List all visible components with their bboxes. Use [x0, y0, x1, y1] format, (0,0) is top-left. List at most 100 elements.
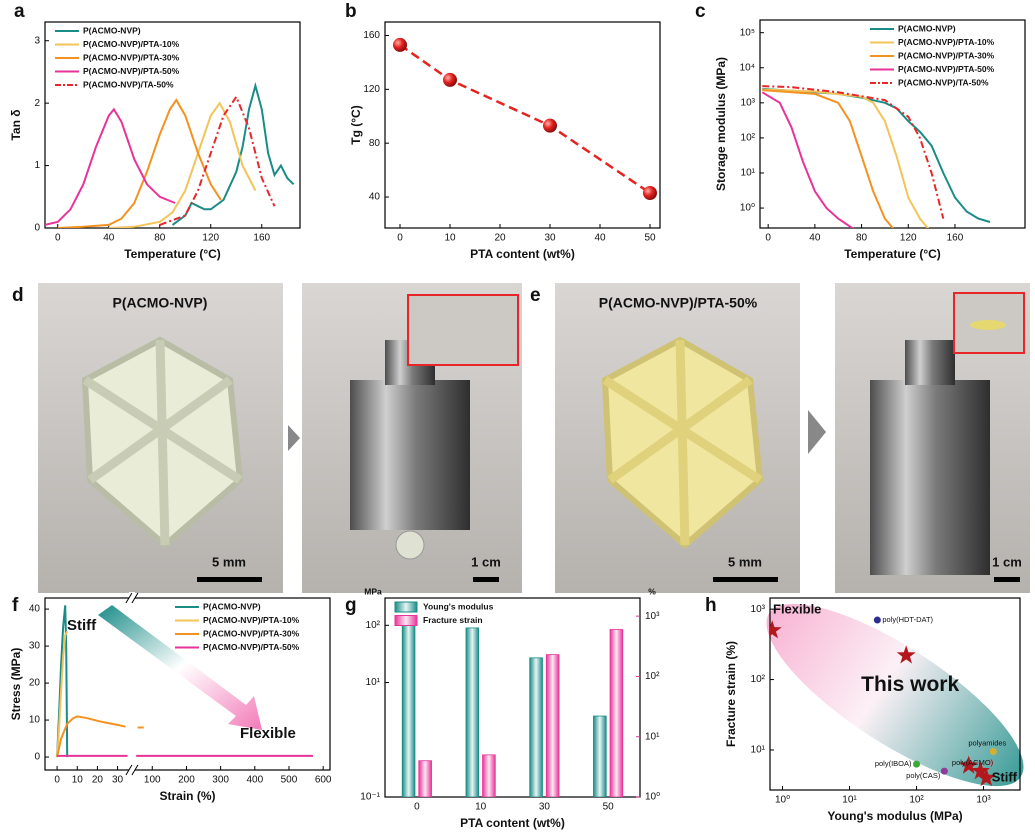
y-tick-label: 10: [29, 715, 41, 726]
legend-label: P(ACMO-NVP)/PTA-30%: [83, 52, 180, 62]
trend-line: [400, 45, 650, 193]
annotation: Stiff: [67, 617, 97, 634]
x-tick-label: 0: [54, 775, 60, 786]
y-tick-label: 10²: [751, 674, 766, 685]
legend-swatch: [395, 616, 417, 626]
y-tick-label: 10²: [741, 133, 756, 144]
x-axis-label: Temperature (°C): [844, 247, 941, 261]
bar: [546, 655, 559, 797]
x-tick-label: 10²: [909, 795, 924, 806]
series-line: [57, 716, 144, 757]
legend-label: P(ACMO-NVP)/PTA-50%: [203, 642, 300, 652]
bar: [593, 716, 606, 797]
x-tick-label: 0: [397, 233, 403, 244]
series-line: [173, 86, 294, 225]
y-tick-label: 160: [363, 30, 380, 41]
x-axis-label: Strain (%): [159, 789, 215, 803]
x-tick-label: 0: [765, 233, 771, 244]
plot-area: [393, 38, 657, 200]
scale-label: 1 cm: [471, 554, 501, 569]
series-line: [45, 109, 175, 224]
y-axis-label: Fracture strain (%): [724, 641, 738, 747]
x-axis-label: Young's modulus (MPa): [827, 809, 962, 823]
panel: a040801201600123Temperature (°C)Tan δP(A…: [9, 1, 300, 261]
series-line: [762, 90, 931, 233]
weight: [870, 380, 990, 575]
scale-bar: [197, 577, 262, 582]
y-axis-label: Tan δ: [9, 109, 23, 140]
y-tick-label: 20: [29, 678, 41, 689]
flattened-sample: [970, 320, 1006, 330]
x-tick-label: 80: [856, 233, 868, 244]
y2-tick-label: 10¹: [645, 731, 660, 742]
y-axis-label: Stress (MPa): [9, 648, 23, 721]
data-point: [990, 748, 997, 755]
x-tick-label: 20: [92, 775, 104, 786]
y-tick-label: 0: [34, 752, 40, 763]
bar: [466, 628, 479, 797]
x-tick-label: 160: [947, 233, 964, 244]
legend-label: P(ACMO-NVP)/PTA-10%: [898, 37, 995, 47]
scale-bar: [994, 577, 1020, 582]
x-tick-label: 160: [253, 233, 270, 244]
panel-letter: b: [345, 1, 357, 22]
y-tick-label: 40: [29, 604, 41, 615]
y-tick-label: 40: [369, 192, 381, 203]
y-tick-label: 120: [363, 84, 380, 95]
x-axis-label: PTA content (wt%): [470, 247, 575, 261]
y-tick-label: 1: [34, 160, 40, 171]
x-tick-label: 10⁰: [775, 795, 790, 806]
photo-panels: d e P(ACMO-NVP) P(ACMO-NVP)/PTA-50% 5 mm…: [12, 283, 1030, 593]
x-tick-label: 100: [144, 775, 161, 786]
data-point: [393, 38, 407, 52]
x-tick-label: 40: [594, 233, 606, 244]
data-point: [443, 73, 457, 87]
y-tick-label: 30: [29, 641, 41, 652]
point-label: polyamides: [968, 739, 1006, 748]
x-tick-label: 0: [414, 802, 420, 813]
panel-letter: a: [14, 1, 25, 22]
data-point: [941, 768, 948, 775]
legend-label: P(ACMO-NVP)/PTA-30%: [898, 50, 995, 60]
x-tick-label: 10: [72, 775, 84, 786]
scale-label: 1 cm: [992, 554, 1022, 569]
panel: c0408012016010⁰10¹10²10³10⁴10⁵Temperatur…: [695, 1, 1025, 261]
legend-label: P(ACMO-NVP): [83, 25, 141, 35]
plot-area: [762, 86, 990, 233]
legend-label: P(ACMO-NVP)/PTA-50%: [898, 64, 995, 74]
legend-label: P(ACMO-NVP): [898, 23, 956, 33]
x-tick-label: 30: [539, 802, 551, 813]
point-label: poly(ACMO): [952, 758, 994, 767]
y-tick-label: 2: [34, 98, 40, 109]
plot-area: [402, 624, 623, 797]
y-tick-label: 10³: [741, 97, 756, 108]
y-tick-label: 10¹: [741, 168, 756, 179]
x-tick-label: 0: [55, 233, 61, 244]
x-tick-label: 120: [900, 233, 917, 244]
x-tick-label: 300: [212, 775, 229, 786]
y-tick-label: 80: [369, 138, 381, 149]
legend-label: P(ACMO-NVP)/PTA-10%: [203, 615, 300, 625]
y-tick-label: 3: [34, 35, 40, 46]
legend-label: Fracture strain: [423, 615, 483, 625]
bar: [402, 624, 415, 797]
x-tick-label: 10³: [976, 795, 991, 806]
panel: g10⁻¹10¹10²10⁰10¹10²10³PTA content (wt%)…: [345, 586, 660, 830]
figure: d e P(ACMO-NVP) P(ACMO-NVP)/PTA-50% 5 mm…: [0, 0, 1035, 836]
y2-tick-label: 10⁰: [645, 792, 660, 803]
photo-caption: P(ACMO-NVP): [113, 295, 208, 311]
x-tick-label: 40: [809, 233, 821, 244]
legend-label: Young's modulus: [423, 601, 494, 611]
photo-caption: P(ACMO-NVP)/PTA-50%: [599, 295, 758, 311]
x-tick-label: 600: [315, 775, 332, 786]
scale-bar: [713, 577, 778, 582]
plot-frame: [385, 22, 660, 228]
annotation: Stiff: [992, 769, 1018, 784]
panel-letter: c: [695, 1, 706, 22]
x-tick-label: 10: [475, 802, 487, 813]
point-label: poly(CAS): [906, 771, 941, 780]
page: {"chart_data": [ {"panel": "a", "type": …: [0, 0, 1035, 836]
annotation: Flexible: [240, 725, 296, 742]
y-axis-label: Storage modulus (MPa): [714, 57, 728, 191]
x-tick-label: 80: [154, 233, 166, 244]
